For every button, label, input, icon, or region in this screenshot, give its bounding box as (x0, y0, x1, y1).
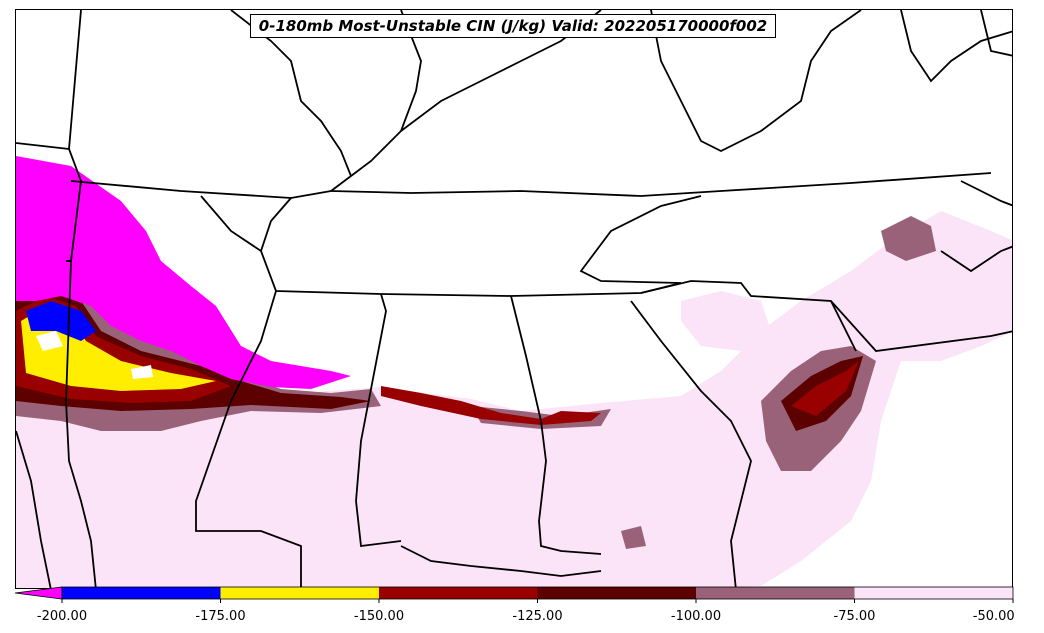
cin-band-mauve-3 (881, 216, 936, 261)
colorbar-bin (220, 587, 379, 599)
colorbar-tick-label: -175.00 (195, 609, 246, 624)
cin-map (16, 10, 1012, 588)
cin-spot-white-2 (131, 365, 153, 379)
colorbar-tick-label: -50.00 (972, 609, 1015, 624)
cin-band-magenta (16, 156, 351, 389)
cin-band-blue (26, 301, 96, 341)
cin-band-mauve-4 (621, 526, 646, 549)
colorbar-bin (537, 587, 696, 599)
cin-band-light-pink (16, 211, 1012, 588)
colorbar-bin (696, 587, 855, 599)
colorbar-bin (854, 587, 1013, 599)
colorbar-tick-label: -200.00 (36, 609, 88, 624)
cin-band-red-2 (791, 361, 859, 416)
map-title: 0-180mb Most-Unstable CIN (J/kg) Valid: … (250, 14, 776, 38)
colorbar-bin (62, 587, 221, 599)
colorbar-tick-label: -125.00 (512, 609, 563, 624)
map-panel (15, 9, 1013, 589)
colorbar-tick-label: -150.00 (353, 609, 405, 624)
cin-band-light-pink-2 (681, 291, 771, 351)
colorbar-bin (379, 587, 538, 599)
cin-shading (16, 156, 1012, 588)
cin-band-red-3 (381, 386, 601, 425)
colorbar-under-extension (14, 586, 63, 600)
state-boundaries (16, 10, 1012, 588)
cin-spot-white (36, 331, 63, 351)
colorbar-tick-label: -100.00 (670, 609, 722, 624)
colorbar-tick-label: -75.00 (833, 609, 876, 624)
colorbar (14, 586, 1014, 603)
